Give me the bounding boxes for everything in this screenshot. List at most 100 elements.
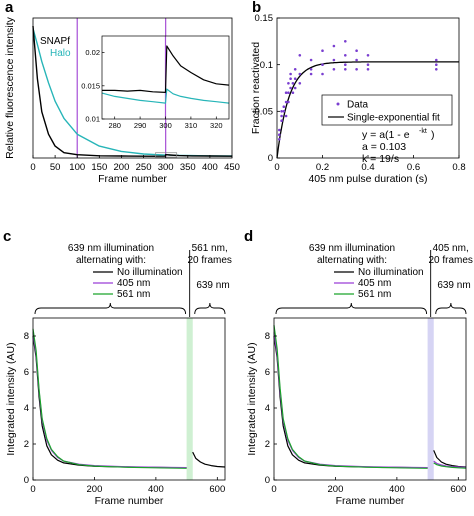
- panel-c-xtick-label: 400: [148, 484, 164, 495]
- panel-b-data-point: [280, 119, 283, 122]
- panel-c-xtick-label: 200: [87, 484, 103, 495]
- panel-b-ytick-label: 0: [268, 153, 273, 164]
- panel-b-data-point: [289, 86, 292, 90]
- panel-c-brace-main: [34, 302, 187, 315]
- panel-b-data-point: [278, 133, 281, 136]
- panel-c-letter: c: [3, 228, 11, 245]
- panel-b-data-point: [309, 68, 313, 71]
- panel-b-data-point: [289, 77, 292, 80]
- panel-b-xtick-label: 0.6: [407, 162, 420, 173]
- panel-b-ytick-label: 0.1: [260, 60, 273, 71]
- panel-c-series-1: [32, 332, 187, 469]
- panel-c-brace-after: [194, 302, 226, 315]
- panel-a-inset-series-halo: [101, 88, 230, 104]
- panel-d-xtick-label: 400: [389, 484, 405, 495]
- panel-a-xtick-label: 100: [69, 162, 85, 173]
- panel-c-series-3: [192, 451, 226, 468]
- panel-b-data-point: [435, 63, 438, 66]
- panel-a-legend-halo: Halo: [50, 48, 71, 59]
- panel-d-xtick-label: 200: [328, 484, 344, 495]
- panel-d-brace-main: [275, 302, 428, 315]
- panel-b-data-point: [287, 91, 290, 94]
- panel-a-inset-xtick-label: 300: [159, 121, 172, 130]
- panel-b-xtick-label: 0.8: [452, 162, 465, 173]
- panel-a-axes: [32, 17, 233, 159]
- panel-a-letter: a: [5, 0, 14, 16]
- panel-b-data-point: [293, 86, 297, 90]
- panel-b-data-point: [284, 114, 288, 118]
- panel-b-letter: b: [252, 0, 261, 16]
- panel-d-ylabel: Integrated intensity (AU): [246, 342, 258, 455]
- panel-c-xlabel: Frame number: [95, 495, 164, 507]
- panel-b-data-point: [280, 114, 283, 118]
- panel-b-data-point: [332, 68, 336, 71]
- panel-a-xlabel: Frame number: [98, 173, 167, 185]
- panel-d-band-label-2: 20 frames: [428, 255, 472, 266]
- panel-b-data-point: [291, 82, 295, 85]
- panel-a-xtick-label: 50: [50, 162, 61, 173]
- panel-a-xtick-label: 400: [202, 162, 218, 173]
- panel-d-after-label: 639 nm: [437, 280, 470, 291]
- panel-b-ylabel: Fraction reactivated: [250, 42, 262, 134]
- panel-c-ytick-label: 4: [24, 403, 29, 414]
- panel-a-inset-ytick-label: 0.01: [85, 115, 100, 124]
- panel-a-xtick-label: 250: [136, 162, 152, 173]
- panel-c-ylabel: Integrated intensity (AU): [5, 342, 17, 455]
- panel-b-data-point: [309, 58, 313, 62]
- panel-b-equation: y = a(1 - e: [362, 129, 410, 141]
- panel-b-data-point: [278, 128, 281, 132]
- panel-b-equation-close: ): [431, 129, 435, 141]
- panel-b-data-point: [284, 100, 288, 104]
- panel-a-zoom-box: [155, 152, 178, 158]
- panel-b-data-point: [278, 138, 281, 141]
- panel-d-series-4: [433, 460, 467, 468]
- panel-d-xtick-label: 0: [271, 484, 276, 495]
- panel-d-axes: [273, 317, 467, 481]
- panel-d-legend-title-2: alternating with:: [317, 255, 387, 266]
- panel-a-inset-xtick-label: 290: [134, 121, 147, 130]
- panel-b-xtick-label: 0.2: [316, 162, 329, 173]
- panel-b-data-point: [321, 63, 324, 66]
- panel-b-data-point: [435, 58, 438, 62]
- panel-b-data-point: [280, 110, 283, 113]
- panel-a-xtick-label: 450: [224, 162, 240, 173]
- panel-a-xtick-label: 300: [158, 162, 174, 173]
- panel-c-legend-label-2: 561 nm: [117, 289, 150, 300]
- panel-d-xlabel: Frame number: [336, 495, 405, 507]
- panel-c-xtick-label: 0: [30, 484, 35, 495]
- panel-b-data-point: [321, 49, 324, 52]
- panel-b-data-point: [284, 91, 288, 94]
- panel-c-xtick-label: 600: [209, 484, 225, 495]
- panel-d-series-5: [433, 462, 467, 469]
- panel-c-legend-label-1: 405 nm: [117, 278, 150, 289]
- panel-b-legend-box: [321, 94, 453, 126]
- panel-b-data-point: [332, 58, 336, 62]
- panel-b-data-point: [298, 82, 302, 85]
- panel-a-inset-ytick-label: 0.02: [85, 48, 100, 57]
- panel-d-legend-label-2: 561 nm: [358, 289, 391, 300]
- panel-c-ytick-label: 8: [24, 331, 29, 342]
- panel-b-data-point: [309, 72, 313, 76]
- panel-d-brace-after: [435, 302, 467, 315]
- panel-a-inset-series-snapf: [102, 45, 230, 94]
- panel-a-legend-snapf: SNAPf: [40, 36, 70, 47]
- panel-b-data-point: [355, 49, 358, 52]
- panel-b-fit-line: [276, 61, 459, 159]
- panel-d-ytick-label: 2: [265, 439, 270, 450]
- panel-b-data-point: [332, 44, 336, 48]
- panel-b-data-point: [435, 68, 438, 71]
- panel-b-data-point: [293, 77, 297, 80]
- panel-a-xtick-label: 350: [180, 162, 196, 173]
- panel-c-legend-title-2: alternating with:: [76, 255, 146, 266]
- panel-b-data-point: [293, 68, 297, 71]
- panel-b-data-point: [355, 68, 358, 71]
- panel-d-series-2: [273, 325, 428, 469]
- panel-b-equation-exponent: -kt: [419, 128, 427, 135]
- panel-d-ytick-label: 8: [265, 331, 270, 342]
- panel-c-after-label: 639 nm: [196, 280, 229, 291]
- panel-d-band-label-1: 405 nm,: [433, 243, 469, 254]
- panel-a-inset-xtick-label: 320: [210, 121, 223, 130]
- panel-d-series-1: [273, 332, 428, 469]
- panel-b-data-point: [298, 72, 302, 76]
